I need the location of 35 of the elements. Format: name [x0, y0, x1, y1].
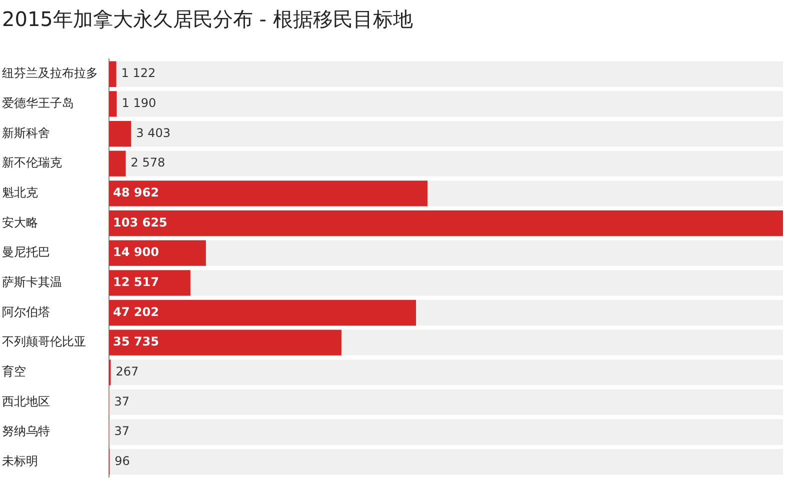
- y-tick-label: 未标明: [2, 454, 38, 468]
- y-tick-label: 新不伦瑞克: [2, 156, 62, 170]
- data-label: 14 900: [113, 245, 159, 260]
- y-tick-label: 魁北克: [2, 186, 38, 200]
- y-tick-label: 爱德华王子岛: [2, 96, 74, 110]
- y-tick-label: 新斯科舍: [2, 126, 50, 140]
- data-label: 267: [116, 364, 139, 379]
- data-label: 47 202: [113, 304, 159, 319]
- data-label: 1 190: [122, 96, 156, 110]
- y-tick-label: 安大略: [2, 215, 38, 230]
- data-label: 12 517: [113, 275, 159, 290]
- bar: [109, 61, 116, 87]
- data-label: 2 578: [130, 156, 166, 170]
- y-tick-label: 努纳乌特: [2, 424, 50, 438]
- bar: [109, 270, 190, 296]
- data-label: 103 625: [113, 215, 168, 230]
- y-tick-label: 曼尼托巴: [2, 245, 50, 260]
- bar: [109, 240, 206, 266]
- y-tick-label: 萨斯卡其温: [2, 275, 62, 290]
- data-label: 37: [114, 424, 130, 438]
- chart-title: 2015年加拿大永久居民分布 - 根据移民目标地: [2, 6, 413, 33]
- data-label: 37: [114, 394, 130, 408]
- data-label: 48 962: [113, 186, 159, 200]
- bar: [109, 91, 117, 117]
- y-tick-label: 阿尔伯塔: [2, 304, 50, 319]
- y-tick-label: 西北地区: [2, 394, 50, 408]
- y-tick-label: 不列颠哥伦比亚: [2, 334, 86, 349]
- data-label: 35 735: [113, 334, 159, 349]
- bar: [109, 150, 126, 176]
- data-label: 3 403: [136, 126, 170, 140]
- y-tick-label: 纽芬兰及拉布拉多: [2, 66, 98, 80]
- bar: [109, 120, 132, 147]
- data-label: 1 122: [121, 66, 156, 80]
- data-label: 96: [114, 454, 130, 468]
- y-tick-label: 育空: [2, 364, 26, 379]
